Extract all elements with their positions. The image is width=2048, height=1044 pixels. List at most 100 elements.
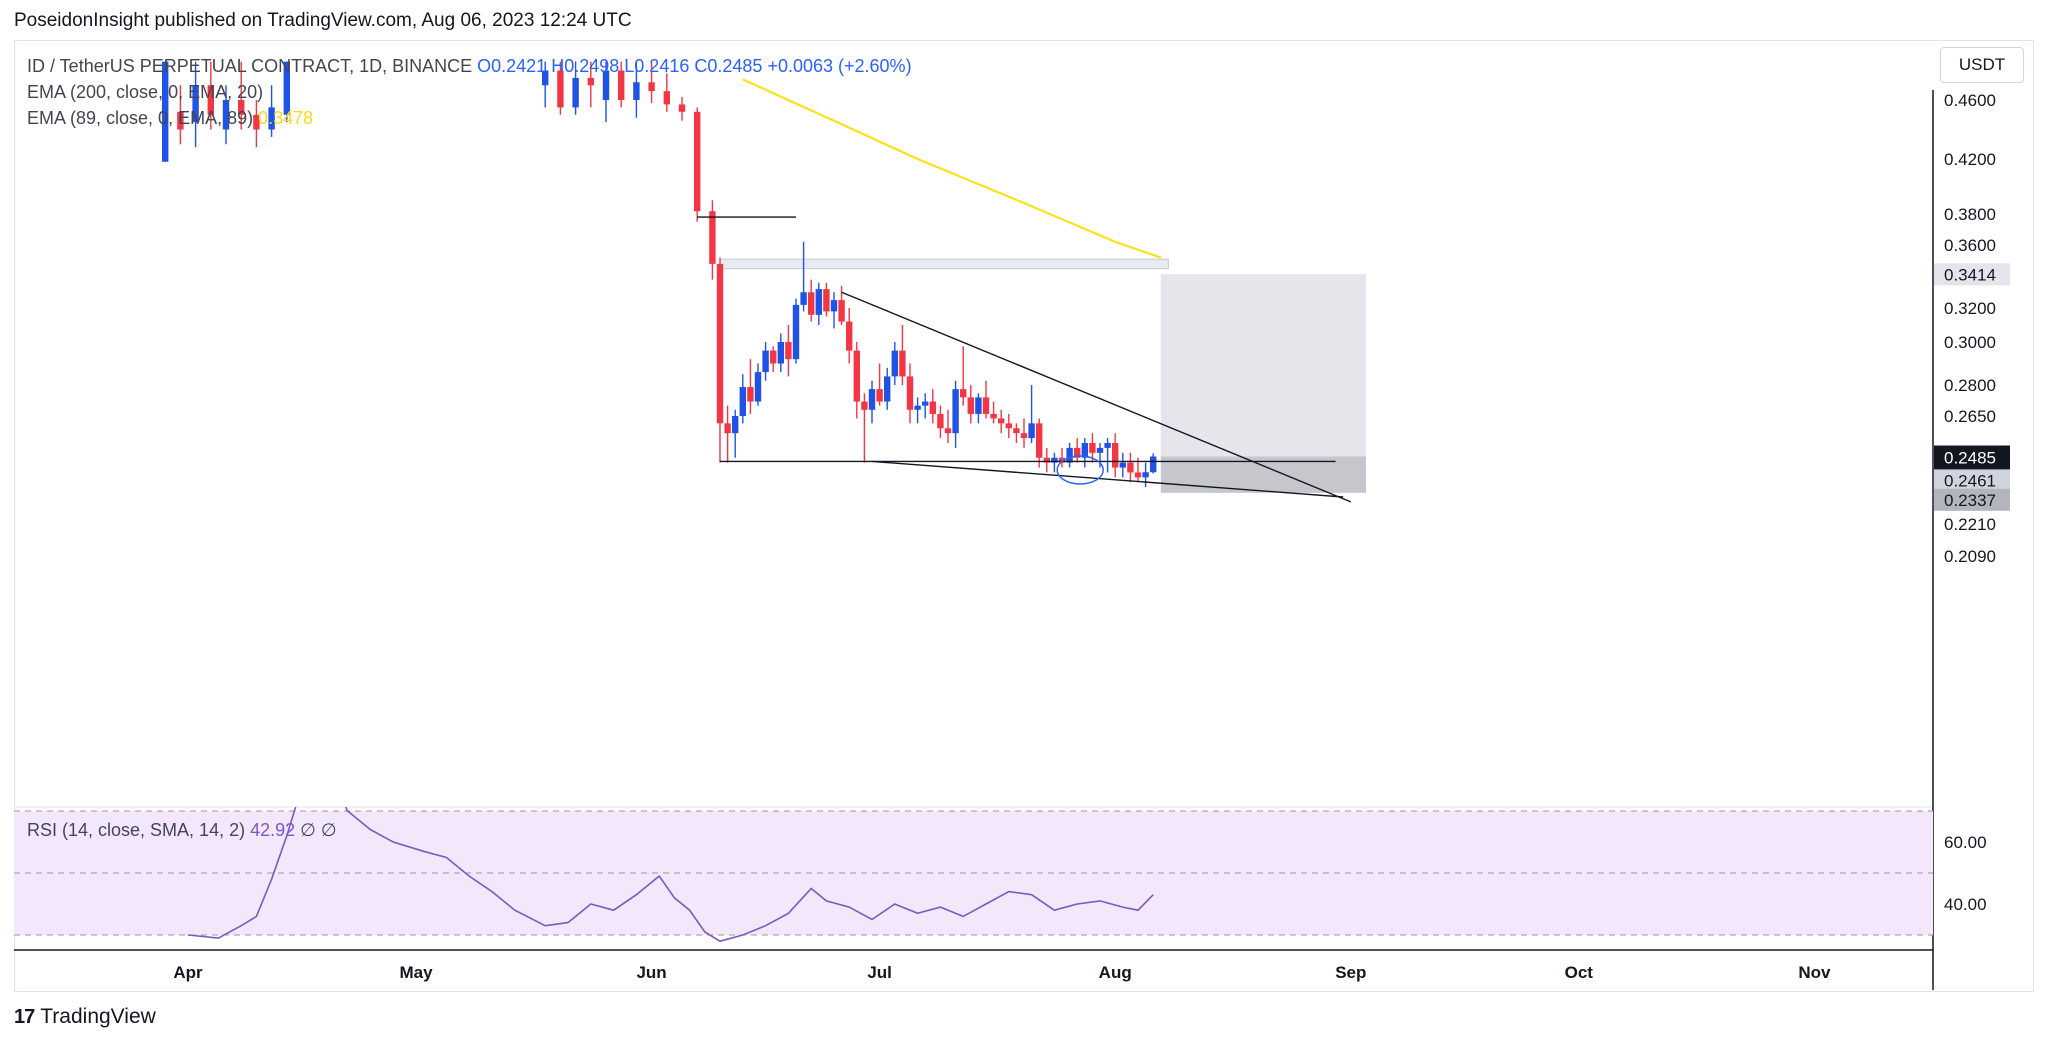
price-tick-label: 0.3800 — [1944, 205, 1996, 224]
time-tick-label: Jul — [867, 963, 892, 982]
candle-body — [815, 289, 822, 315]
supply-zone — [719, 258, 1169, 270]
legend-close: C0.2485 — [694, 56, 763, 76]
time-tick-label: Jun — [636, 963, 666, 982]
candle-body — [906, 376, 914, 410]
candle-body — [785, 342, 792, 360]
candle-body — [952, 389, 959, 434]
candle-body — [1028, 423, 1035, 439]
candle-body — [268, 107, 275, 130]
price-label-box — [1934, 469, 2010, 492]
legend-ema89-value: 0.3478 — [258, 108, 314, 128]
candle-body — [914, 405, 921, 410]
candle-body — [960, 389, 967, 398]
price-label-text: 0.3414 — [1944, 265, 1996, 284]
highlight-ellipse — [1056, 455, 1104, 485]
footer-brand[interactable]: 17 TradingView — [14, 1005, 156, 1029]
currency-selector-button[interactable]: USDT — [1940, 47, 2024, 83]
price-label-text: 0.2461 — [1944, 471, 1996, 490]
time-tick-label: Sep — [1335, 963, 1366, 982]
candle-body — [891, 350, 898, 377]
candle-body — [253, 114, 260, 130]
legend-low: L0.2416 — [624, 56, 690, 76]
lower-wedge-line — [871, 460, 1344, 498]
candle-body — [838, 300, 845, 322]
candle-body — [1043, 457, 1050, 463]
candle-body — [1036, 423, 1043, 458]
price-label-box — [1934, 488, 2010, 511]
candle-body — [747, 387, 754, 402]
candle-body — [990, 413, 997, 419]
legend-open: O0.2421 — [477, 56, 547, 76]
ema89-line — [742, 78, 1162, 259]
candle-body — [572, 77, 579, 108]
candle-body — [678, 104, 686, 112]
candle-body — [709, 211, 716, 264]
price-label-text: 0.2485 — [1944, 449, 1996, 468]
candle-body — [762, 350, 769, 373]
candle-body — [754, 372, 762, 402]
candle-body — [542, 70, 549, 86]
rsi-tick-label: 60.00 — [1944, 833, 1987, 852]
candle-body — [1142, 472, 1149, 478]
candle-body — [618, 70, 625, 100]
candle-body — [222, 100, 230, 130]
candle-body — [1074, 447, 1081, 458]
legend-row-ema89: EMA (89, close, 0, EMA, 89) 0.3478 — [27, 105, 912, 131]
rsi-extra-2: ∅ — [320, 820, 337, 840]
candle-body — [1066, 447, 1073, 463]
long-position-target-zone — [1160, 274, 1366, 457]
candle-body — [808, 292, 815, 315]
candle-body — [283, 61, 290, 115]
candle-body — [876, 389, 883, 402]
price-label-text: 0.2337 — [1944, 491, 1996, 510]
candle-body — [1119, 462, 1126, 468]
candle-body — [1104, 443, 1111, 448]
time-tick-label: Aug — [1099, 963, 1132, 982]
candle-body — [937, 413, 944, 429]
price-tick-label: 0.2800 — [1944, 376, 1996, 395]
rsi-tick-label: 40.00 — [1944, 895, 1987, 914]
candle-body — [899, 350, 906, 377]
price-tick-label: 0.2210 — [1944, 515, 1996, 534]
candle-body — [238, 100, 245, 115]
chart-legend: ID / TetherUS PERPETUAL CONTRACT, 1D, BI… — [27, 53, 912, 131]
candle-body — [884, 376, 891, 402]
price-tick-label: 0.2090 — [1944, 547, 1996, 566]
legend-ema200: EMA (200, close, 0, EMA, 20) — [27, 82, 264, 102]
time-tick-label: Apr — [173, 963, 203, 982]
candle-body — [587, 77, 594, 86]
candle-body — [1058, 457, 1066, 463]
candle-body — [1081, 443, 1088, 458]
candle-body — [1020, 433, 1028, 439]
time-tick-label: May — [399, 963, 433, 982]
candle-body — [998, 418, 1005, 424]
rsi-legend: RSI (14, close, SMA, 14, 2) 42.92 ∅ ∅ — [27, 820, 337, 841]
candle-body — [1005, 423, 1012, 429]
candle-body — [929, 401, 936, 414]
publish-header: PoseidonInsight published on TradingView… — [14, 10, 632, 31]
candle-body — [1051, 457, 1058, 463]
candle-body — [1096, 447, 1104, 453]
chart-svg[interactable]: 0.4600 0.4200 0.3800 0.3600 0.3200 0.3000 0.28… — [0, 0, 2048, 1000]
time-tick-label: Nov — [1798, 963, 1831, 982]
candle-body — [724, 423, 731, 434]
candle-body — [868, 389, 876, 410]
candle-body — [792, 304, 800, 360]
candle-body — [177, 111, 184, 130]
candle-body — [1112, 443, 1119, 468]
legend-symbol: ID / TetherUS PERPETUAL CONTRACT, 1D, BI… — [27, 56, 473, 76]
rsi-extra-1: ∅ — [300, 820, 316, 840]
time-tick-label: Oct — [1565, 963, 1594, 982]
candle-body — [853, 350, 860, 402]
rsi-label: RSI (14, close, SMA, 14, 2) — [27, 820, 246, 840]
rsi-line — [187, 807, 1154, 943]
price-tick-label: 0.2650 — [1944, 407, 1996, 426]
candle-body — [694, 111, 701, 212]
legend-ema89: EMA (89, close, 0, EMA, 89) — [27, 108, 254, 128]
candle-body — [207, 85, 214, 115]
legend-high: H0.2498 — [551, 56, 620, 76]
price-tick-label: 0.3600 — [1944, 236, 1996, 255]
candle-body — [162, 61, 169, 162]
tradingview-logo-icon: 17 — [14, 1005, 35, 1028]
